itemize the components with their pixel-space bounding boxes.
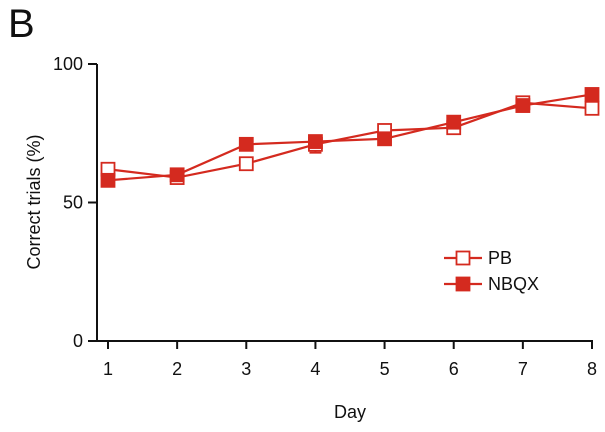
x-tick-label: 7 <box>518 359 528 379</box>
x-tick-label: 5 <box>380 359 390 379</box>
y-tick-label: 0 <box>73 331 83 351</box>
data-point <box>169 167 185 183</box>
data-point <box>238 156 254 172</box>
chart-series <box>100 87 600 188</box>
series-line <box>107 101 593 179</box>
legend-item-nbqx: NBQX <box>444 274 539 294</box>
y-tick-label: 50 <box>63 193 83 213</box>
x-tick-label: 2 <box>172 359 182 379</box>
data-point <box>377 131 392 147</box>
data-point <box>100 172 116 188</box>
y-axis-title: Correct trials (%) <box>24 134 44 269</box>
x-axis-title: Day <box>334 402 366 422</box>
legend-label: PB <box>488 248 512 268</box>
y-tick-label: 100 <box>53 54 83 74</box>
data-point <box>308 134 323 149</box>
x-tick-label: 1 <box>103 359 113 379</box>
x-tick-label: 8 <box>587 359 597 379</box>
x-tick-label: 4 <box>310 359 320 379</box>
data-point <box>238 136 254 152</box>
x-tick-label: 3 <box>241 359 251 379</box>
legend-label: NBQX <box>488 274 539 294</box>
chart-axes: 0 50 100 1 2 3 4 5 6 7 8 <box>53 54 597 379</box>
data-point <box>515 98 531 113</box>
legend-marker <box>455 250 471 266</box>
chart-legend: PB NBQX <box>444 248 539 294</box>
data-point <box>584 87 600 102</box>
data-point <box>584 100 600 116</box>
series-nbqx <box>100 87 600 188</box>
x-tick-label: 6 <box>449 359 459 379</box>
legend-marker <box>455 276 471 292</box>
series-line <box>107 93 593 182</box>
legend-item-pb: PB <box>444 248 512 268</box>
panel-label: B <box>8 2 35 46</box>
data-point <box>446 114 462 130</box>
